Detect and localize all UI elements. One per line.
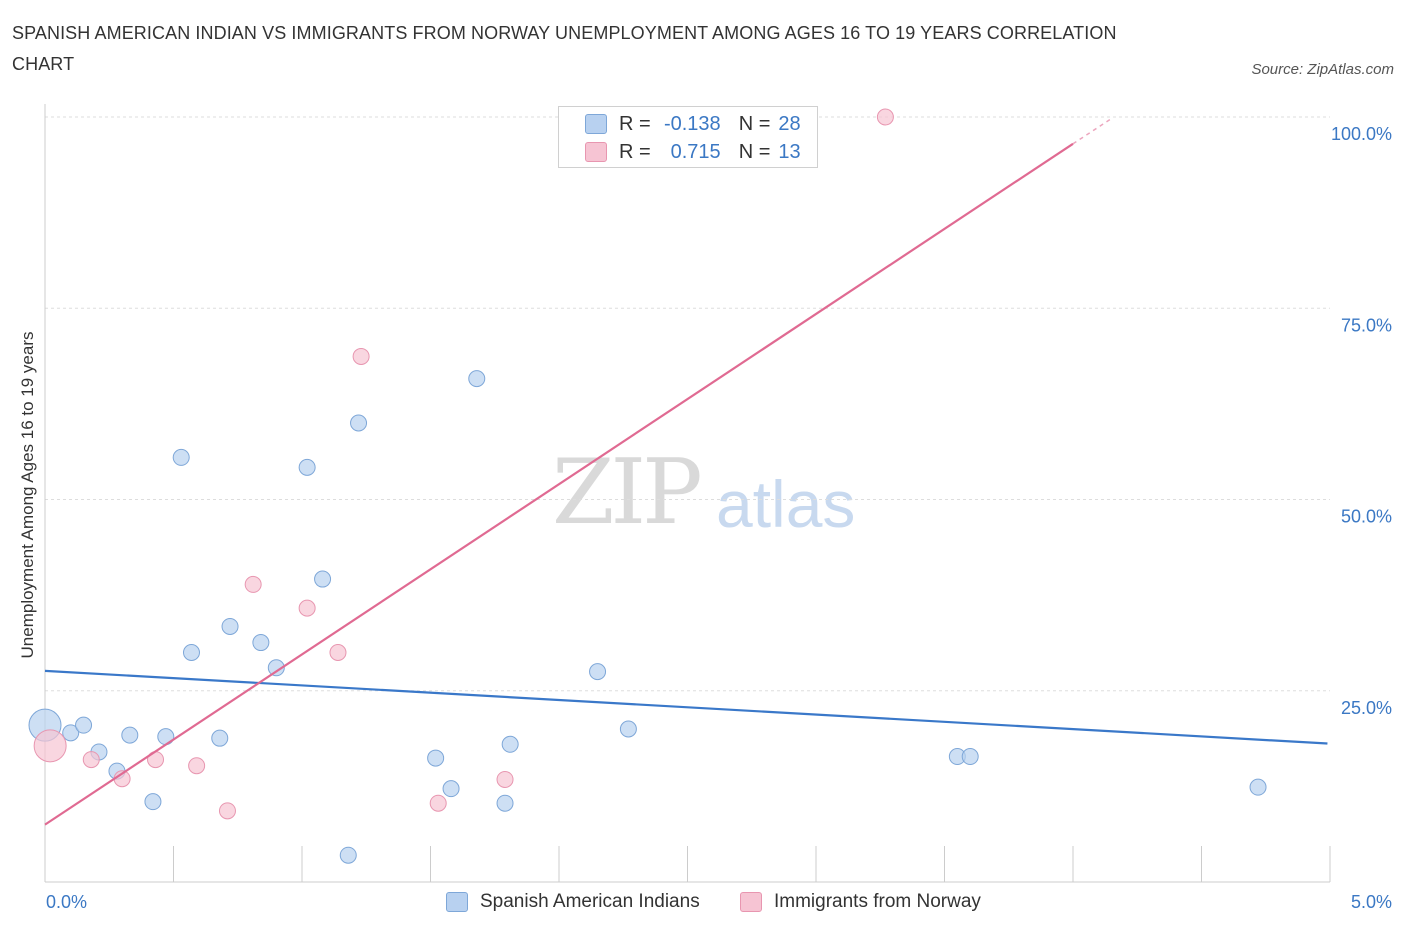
y-axis-label: Unemployment Among Ages 16 to 19 years — [18, 331, 37, 659]
legend-r-value-norway: 0.715 — [670, 140, 721, 163]
point-norway-11 — [496, 770, 514, 788]
point-spanish-5 — [121, 726, 139, 744]
point-norway-5 — [218, 802, 236, 820]
point-spanish-22 — [501, 735, 519, 753]
point-spanish-1 — [62, 724, 80, 742]
x-tick-label-1: 5.0% — [1351, 892, 1392, 912]
point-spanish-13 — [267, 659, 285, 677]
y-tick-label-3: 25.0% — [1341, 698, 1392, 718]
y-tick-label-0: 100.0% — [1331, 124, 1392, 144]
legend-r-label: R = — [619, 140, 651, 163]
point-spanish-17 — [350, 414, 368, 432]
point-norway-9 — [352, 347, 370, 365]
point-spanish-7 — [157, 728, 175, 746]
legend-n-value-norway: 13 — [778, 140, 801, 163]
point-spanish-10 — [211, 729, 229, 747]
point-norway-12 — [876, 108, 894, 126]
legend-swatch-pink — [585, 142, 607, 162]
legend-swatch-blue — [585, 114, 607, 134]
legend-n-label: N = — [738, 112, 771, 135]
point-norway-8 — [329, 644, 347, 661]
point-spanish-27 — [1249, 778, 1267, 796]
legend-r-value-spanish: -0.138 — [663, 112, 721, 135]
correlation-legend: R = -0.138 N = 28 R = 0.715 N = 13 — [558, 106, 818, 168]
bottom-legend-label-spanish: Spanish American Indians — [480, 891, 700, 912]
point-spanish-6 — [144, 793, 162, 811]
bottom-legend-swatch-pink — [740, 892, 762, 912]
bottom-legend-label-norway: Immigrants from Norway — [774, 891, 981, 912]
legend-r-label: R = — [619, 112, 651, 135]
point-spanish-19 — [442, 780, 460, 798]
point-spanish-8 — [172, 448, 190, 466]
point-spanish-18 — [427, 749, 445, 767]
point-spanish-12 — [252, 634, 270, 652]
y-tick-label-1: 75.0% — [1341, 315, 1392, 335]
trendline-norway-extension — [1072, 117, 1112, 145]
watermark-atlas: atlas — [716, 467, 856, 541]
trendline-spanish — [44, 669, 1328, 745]
bottom-legend-spanish: Spanish American Indians — [446, 890, 700, 914]
point-spanish-14 — [298, 458, 316, 476]
legend-n-label: N = — [738, 140, 771, 163]
point-spanish-11 — [221, 617, 239, 635]
point-norway-6 — [244, 575, 262, 593]
source-label: Source: ZipAtlas.com — [1251, 61, 1394, 78]
point-spanish-26 — [961, 748, 979, 766]
point-norway-10 — [429, 794, 447, 812]
legend-row-spanish: R = -0.138 N = 28 — [585, 112, 801, 136]
y-tick-label-2: 50.0% — [1341, 507, 1392, 527]
point-spanish-2 — [75, 716, 93, 734]
point-norway-1 — [82, 751, 100, 769]
legend-row-norway: R = 0.715 N = 13 — [585, 140, 801, 164]
x-tick-label-0: 0.0% — [46, 892, 87, 912]
chart-title: SPANISH AMERICAN INDIAN VS IMMIGRANTS FR… — [12, 23, 1117, 74]
point-spanish-20 — [468, 370, 486, 388]
bottom-legend-swatch-blue — [446, 892, 468, 912]
point-spanish-23 — [589, 663, 607, 681]
point-spanish-9 — [182, 644, 200, 661]
point-spanish-24 — [619, 720, 637, 738]
point-spanish-16 — [339, 846, 357, 864]
point-norway-0 — [33, 729, 67, 763]
trendline-norway — [44, 142, 1074, 826]
watermark-zip: ZIP — [552, 440, 703, 545]
point-norway-7 — [298, 599, 316, 617]
point-spanish-15 — [314, 570, 332, 588]
point-spanish-21 — [496, 794, 514, 812]
point-norway-4 — [188, 757, 206, 775]
legend-n-value-spanish: 28 — [778, 112, 801, 135]
bottom-legend-norway: Immigrants from Norway — [740, 890, 981, 914]
